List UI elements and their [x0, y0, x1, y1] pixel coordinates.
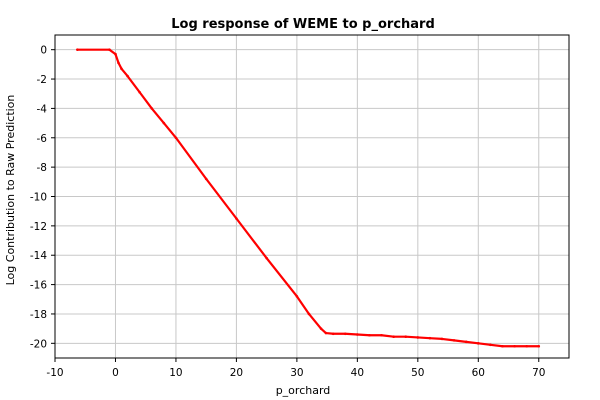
data-point [126, 74, 129, 78]
x-tick-label: -10 [46, 367, 63, 379]
ticks: -10 0 10 20 30 40 50 60 70 0 -2 -4 -6 -8 -10 -12 -14 -16 -… [30, 45, 546, 379]
data-point [319, 327, 323, 330]
x-tick-label: 60 [472, 367, 485, 379]
data-point [537, 344, 541, 348]
data-point [265, 256, 268, 260]
data-point [150, 107, 154, 110]
y-tick-label: 0 [40, 45, 47, 57]
data-point [525, 344, 528, 348]
data-point [489, 343, 492, 347]
data-point [501, 344, 504, 348]
data-point [392, 335, 395, 339]
y-tick-label: -12 [30, 221, 47, 233]
data-point [368, 333, 371, 337]
grid [54, 35, 569, 358]
chart-title: Log response of WEME to p_orchard [171, 17, 435, 32]
data-point [440, 337, 444, 341]
x-tick-label: 50 [411, 367, 424, 379]
data-point [235, 217, 238, 220]
y-tick-label: -4 [37, 103, 48, 115]
data-point [174, 136, 178, 140]
data-point [380, 333, 383, 337]
data-point [120, 67, 123, 71]
data-point [117, 61, 120, 65]
y-tick-label: -10 [30, 192, 47, 204]
x-tick-label: 0 [112, 367, 119, 379]
x-tick-label: 10 [169, 367, 182, 379]
x-tick-label: 30 [290, 367, 303, 379]
y-tick-label: -16 [30, 280, 47, 292]
data-point [356, 333, 359, 336]
data-point [428, 336, 432, 340]
y-tick-label: -8 [37, 162, 47, 174]
y-tick-label: -14 [30, 250, 47, 262]
y-tick-label: -6 [37, 133, 48, 145]
data-point [295, 295, 299, 298]
data-point [452, 339, 456, 342]
data-point [162, 121, 166, 125]
data-point [513, 344, 516, 348]
y-tick-label: -18 [30, 309, 47, 321]
data-point [76, 48, 79, 51]
data-point [416, 336, 420, 339]
y-axis-label: Log Contribution to Raw Prediction [4, 95, 17, 286]
data-point [476, 342, 480, 345]
data-point [114, 52, 117, 56]
series [76, 48, 541, 348]
data-point [307, 312, 311, 316]
x-tick-label: 20 [230, 367, 243, 379]
y-tick-label: -2 [37, 74, 47, 86]
data-point [324, 331, 328, 335]
data-point [343, 332, 347, 336]
data-point [404, 335, 408, 339]
data-point [464, 340, 468, 344]
data-point [138, 90, 141, 94]
data-point [331, 332, 335, 336]
x-tick-label: 70 [532, 367, 545, 379]
y-tick-label: -20 [30, 338, 47, 350]
data-point [204, 177, 208, 181]
x-axis-label: p_orchard [276, 384, 331, 397]
x-tick-label: 40 [351, 367, 364, 379]
data-point [108, 48, 111, 51]
